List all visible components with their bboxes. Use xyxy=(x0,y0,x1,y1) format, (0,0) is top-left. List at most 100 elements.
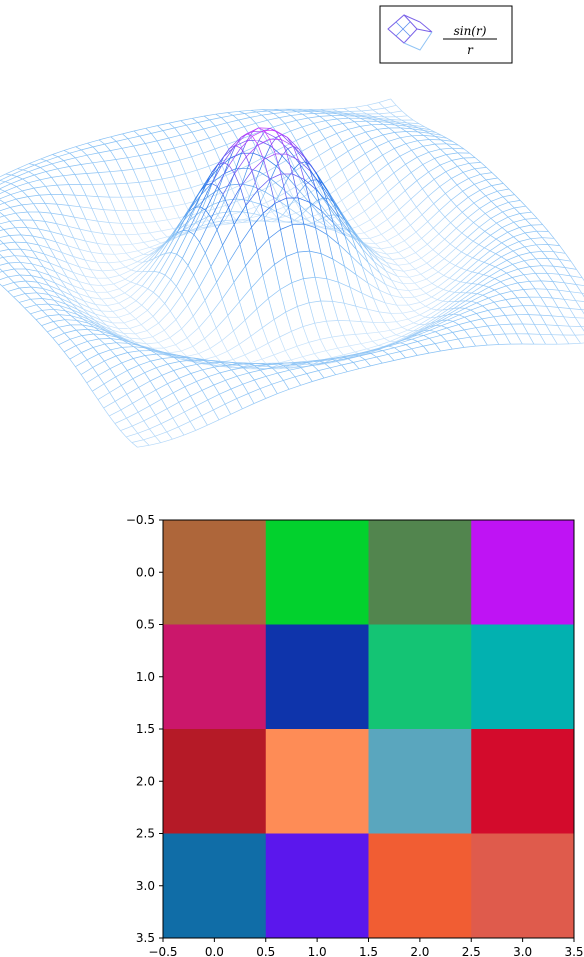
surface-mesh-line xyxy=(170,258,183,280)
surface-mesh-line xyxy=(453,300,466,309)
surface-mesh-line xyxy=(533,324,541,335)
surface-mesh-line xyxy=(320,336,333,340)
surface-mesh-line xyxy=(326,321,333,338)
surface-mesh-line xyxy=(472,271,479,274)
surface-mesh-line xyxy=(114,252,127,255)
surface-mesh-line xyxy=(0,276,9,281)
surface-mesh-line xyxy=(539,334,546,345)
surface-mesh-line xyxy=(262,213,270,239)
surface-mesh-line xyxy=(181,294,188,306)
surface-mesh-line xyxy=(138,180,151,183)
surface-mesh-line xyxy=(66,287,79,294)
surface-mesh-line xyxy=(110,349,117,357)
surface-mesh-line xyxy=(410,198,417,208)
surface-mesh-line xyxy=(394,344,407,349)
surface-mesh-line xyxy=(21,219,28,228)
surface-mesh-line xyxy=(138,232,150,235)
surface-mesh-line xyxy=(161,178,169,194)
surface-mesh-line xyxy=(259,388,267,399)
surface-mesh-line xyxy=(534,305,541,316)
surface-mesh-line xyxy=(220,130,233,135)
surface-mesh-line xyxy=(382,154,389,164)
surface-mesh-line xyxy=(243,126,251,136)
surface-mesh-line xyxy=(321,185,328,203)
surface-mesh-line xyxy=(65,296,73,304)
surface-mesh-line xyxy=(203,113,216,117)
surface-mesh-line xyxy=(301,360,314,363)
surface-mesh-line xyxy=(235,140,248,147)
surface-mesh-line xyxy=(385,284,392,296)
surface-mesh-line xyxy=(260,369,267,377)
surface-mesh-line xyxy=(266,364,273,369)
surface-mesh-line xyxy=(494,285,507,291)
surface-mesh-line xyxy=(35,315,48,320)
surface-mesh-line xyxy=(196,220,209,224)
surface-mesh-line xyxy=(377,129,384,136)
surface-mesh-line xyxy=(324,166,331,179)
surface-mesh-line xyxy=(387,219,394,228)
surface-mesh-line xyxy=(225,169,238,176)
surface-mesh-line xyxy=(267,336,280,344)
surface-mesh-line xyxy=(137,444,150,448)
surface-mesh-line xyxy=(185,357,192,361)
surface-mesh-line xyxy=(284,146,291,159)
surface-mesh-line xyxy=(53,319,65,322)
surface-mesh-line xyxy=(455,217,469,229)
surface-mesh-line xyxy=(212,173,225,183)
y-tick-label: 3.5 xyxy=(136,931,155,945)
surface-mesh-line xyxy=(422,188,429,197)
surface-mesh-line xyxy=(535,273,542,282)
surface-mesh-line xyxy=(19,274,32,276)
surface-mesh-line xyxy=(335,360,342,366)
surface-mesh-line xyxy=(41,325,48,333)
surface-mesh-line xyxy=(79,206,87,220)
surface-mesh-line xyxy=(349,345,356,353)
surface-mesh-line xyxy=(162,351,175,355)
surface-mesh-line xyxy=(285,312,292,332)
surface-mesh-line xyxy=(150,350,163,353)
surface-mesh-line xyxy=(523,272,536,276)
surface-mesh-line xyxy=(149,242,162,248)
surface-mesh-line xyxy=(321,185,334,203)
surface-mesh-line xyxy=(186,337,194,347)
surface-mesh-line xyxy=(134,341,147,345)
surface-mesh-line xyxy=(144,353,157,356)
surface-mesh-line xyxy=(150,350,157,355)
surface-mesh-line xyxy=(360,115,373,117)
surface-mesh-line xyxy=(239,287,252,302)
surface-mesh-line xyxy=(391,280,398,290)
surface-mesh-line xyxy=(261,354,274,360)
surface-mesh-line xyxy=(421,214,428,222)
surface-mesh-line xyxy=(174,144,186,149)
surface-mesh-line xyxy=(403,271,410,278)
surface-mesh-line xyxy=(154,431,167,437)
surface-mesh-line xyxy=(122,133,129,139)
surface-mesh-line xyxy=(396,304,403,314)
surface-mesh-line xyxy=(201,390,209,401)
surface-mesh-line xyxy=(41,308,54,311)
surface-mesh-line xyxy=(410,214,423,226)
x-tick-label: 2.0 xyxy=(410,945,429,957)
surface-mesh-line xyxy=(167,190,180,194)
surface-mesh-line xyxy=(65,303,78,310)
surface-mesh-line xyxy=(143,414,156,422)
surface-mesh-line xyxy=(137,254,150,263)
surface-mesh-line xyxy=(107,288,120,293)
heatmap-cell xyxy=(163,624,267,730)
surface-mesh-line xyxy=(207,419,220,426)
surface-mesh-line xyxy=(518,255,525,261)
surface-mesh-line xyxy=(32,250,39,260)
surface-mesh-line xyxy=(80,367,93,375)
surface-mesh-line xyxy=(412,128,419,133)
surface-mesh-line xyxy=(251,212,264,228)
surface-mesh-line xyxy=(254,202,267,208)
surface-mesh-line xyxy=(262,275,269,299)
surface-mesh-line xyxy=(466,273,479,284)
surface-mesh-line xyxy=(109,385,122,393)
surface-mesh-line xyxy=(150,178,163,182)
surface-mesh-line xyxy=(150,207,162,210)
surface-mesh-line xyxy=(182,234,195,259)
surface-mesh-line xyxy=(448,308,454,310)
surface-mesh-line xyxy=(104,360,111,369)
surface-mesh-line xyxy=(204,338,211,349)
